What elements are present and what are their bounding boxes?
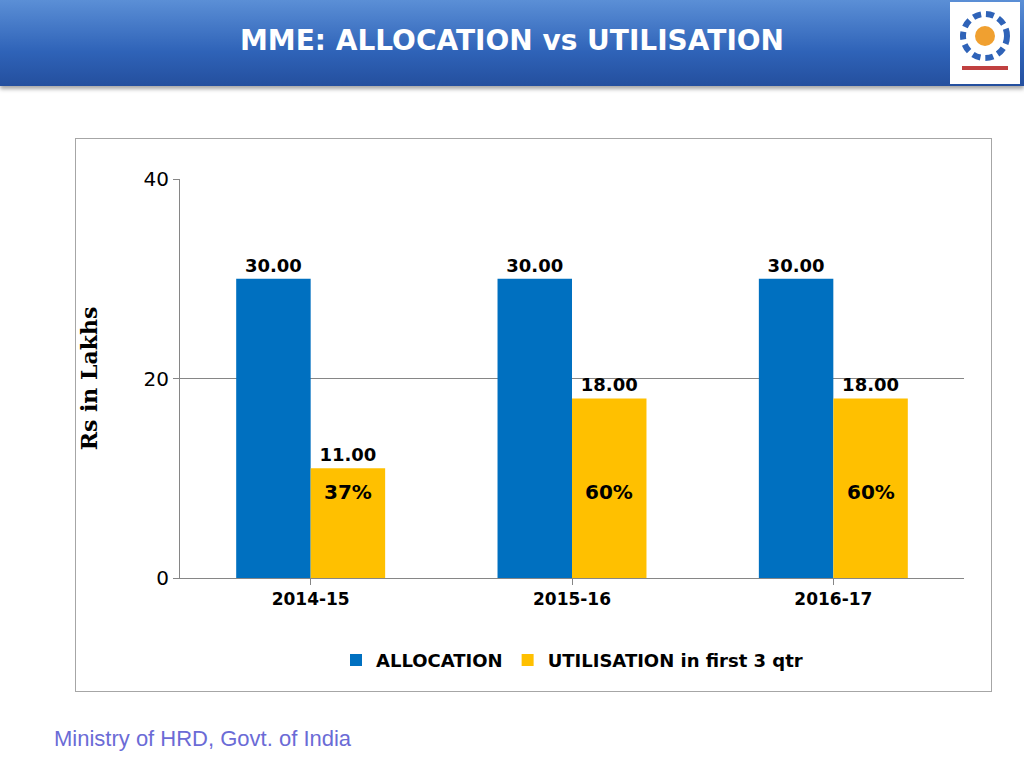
- svg-text:37%: 37%: [324, 480, 372, 504]
- svg-text:60%: 60%: [585, 480, 633, 504]
- svg-text:2014-15: 2014-15: [272, 589, 350, 609]
- svg-text:18.00: 18.00: [842, 374, 899, 395]
- svg-text:2015-16: 2015-16: [533, 589, 611, 609]
- svg-text:11.00: 11.00: [319, 444, 376, 465]
- svg-text:ALLOCATION: ALLOCATION: [376, 650, 503, 671]
- svg-text:UTILISATION in first 3 qtr: UTILISATION in first 3 qtr: [548, 650, 803, 671]
- svg-text:Rs in Lakhs: Rs in Lakhs: [76, 307, 102, 451]
- svg-text:18.00: 18.00: [581, 374, 638, 395]
- html-text:MME: ALLOCATION vs UTILISATION: MME: ALLOCATION vs UTILISATION: [239, 24, 784, 57]
- svg-text:40: 40: [144, 167, 169, 191]
- svg-text:30.00: 30.00: [768, 255, 825, 276]
- svg-text:60%: 60%: [847, 480, 895, 504]
- svg-text:2016-17: 2016-17: [794, 589, 872, 609]
- svg-text:0: 0: [156, 566, 169, 590]
- html-text:Ministry of HRD, Govt. of Indi: Ministry of HRD, Govt. of India: [54, 726, 352, 751]
- svg-text:30.00: 30.00: [506, 255, 563, 276]
- svg-text:30.00: 30.00: [245, 255, 302, 276]
- svg-text:20: 20: [144, 367, 169, 391]
